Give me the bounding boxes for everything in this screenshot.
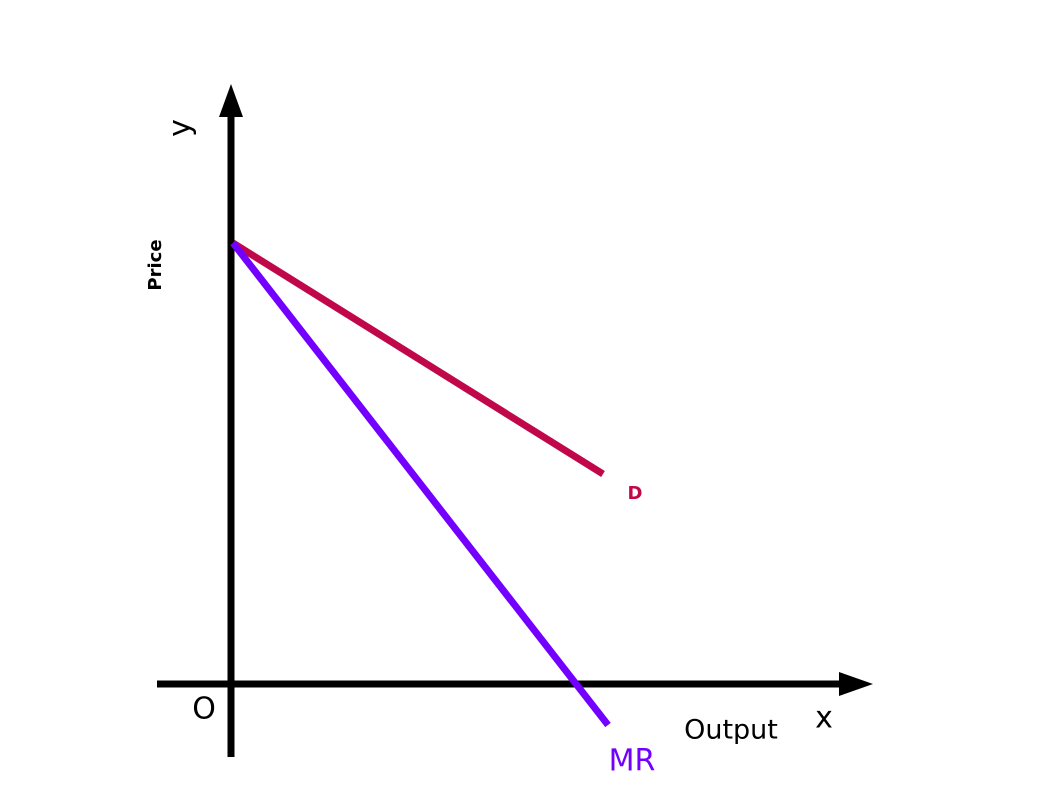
x-axis-title: Output [684,715,778,746]
origin-label: O [192,692,216,727]
mr-curve [230,240,611,728]
demand-label: D [628,483,643,504]
mr-label: MR [609,744,656,779]
y-axis-label: y [163,119,198,137]
x-axis-label: x [815,701,833,736]
y-axis-title: Price [145,239,166,290]
y-axis-arrow [219,84,243,117]
x-axis-arrow [839,672,873,696]
demand-curve [231,240,605,477]
